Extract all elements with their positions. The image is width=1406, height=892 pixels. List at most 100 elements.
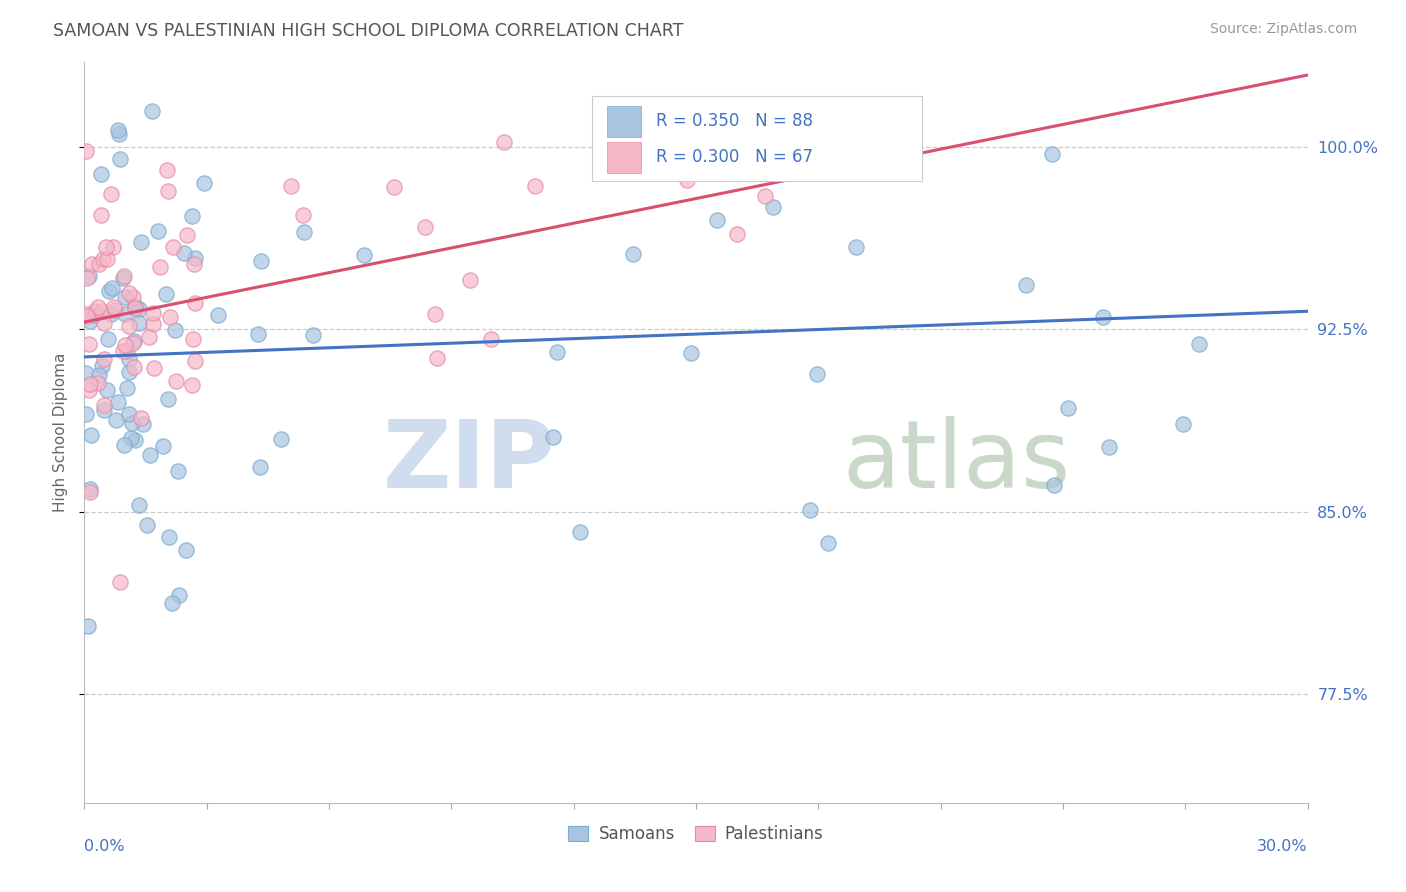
Point [174,543,197,558]
Point [676,172,699,186]
Point [247,326,270,341]
Point [77,619,100,633]
Point [155,287,177,301]
Point [79,482,101,496]
Point [679,346,702,360]
Point [90,207,112,221]
Point [132,417,155,431]
Point [115,344,138,359]
Point [806,367,828,381]
Point [117,365,139,379]
Point [93,403,115,417]
Point [76,271,98,285]
Point [112,269,135,284]
Point [1040,147,1063,161]
Point [129,235,152,249]
Point [79,384,101,398]
Point [1173,417,1195,431]
Text: SAMOAN VS PALESTINIAN HIGH SCHOOL DIPLOMA CORRELATION CHART: SAMOAN VS PALESTINIAN HIGH SCHOOL DIPLOM… [53,22,683,40]
Point [103,300,125,314]
Point [382,179,405,194]
Point [79,314,101,328]
Point [623,247,645,261]
Point [120,431,142,445]
Point [149,260,172,274]
Point [1092,310,1115,325]
Point [176,228,198,243]
Point [112,438,135,452]
Point [118,285,141,300]
Point [101,281,124,295]
Point [129,411,152,425]
Text: Source: ZipAtlas.com: Source: ZipAtlas.com [1209,22,1357,37]
Text: 30.0%: 30.0% [1257,839,1308,855]
Point [91,252,114,267]
Point [270,433,292,447]
Point [142,317,165,331]
Point [184,295,207,310]
Point [122,290,145,304]
Point [124,301,146,315]
Point [754,188,776,202]
Text: atlas: atlas [842,417,1071,508]
Point [124,299,146,313]
Point [75,407,97,421]
Point [541,430,564,444]
Point [101,240,124,254]
Point [167,588,190,602]
Point [75,307,97,321]
Point [157,530,180,544]
Point [114,307,136,321]
Point [817,536,839,550]
Point [1188,336,1211,351]
Point [138,330,160,344]
Point [156,392,179,406]
Point [112,270,135,285]
Point [107,127,129,141]
Point [148,224,170,238]
Point [353,248,375,262]
Point [423,307,446,321]
Point [799,503,821,517]
Text: ZIP: ZIP [382,417,555,508]
Point [292,208,315,222]
Point [479,332,502,346]
Point [118,318,141,333]
Point [87,368,110,382]
Point [152,439,174,453]
Point [193,176,215,190]
Point [79,485,101,500]
Point [546,345,568,359]
Point [1057,401,1080,415]
Point [180,378,202,392]
Point [87,376,110,391]
Point [117,352,139,367]
Point [121,416,143,430]
Point [787,138,810,153]
Legend: Samoans, Palestinians: Samoans, Palestinians [562,819,830,850]
Point [166,464,188,478]
Point [458,272,481,286]
Point [173,246,195,260]
Point [160,596,183,610]
Point [96,383,118,397]
Point [143,361,166,376]
Point [673,103,696,118]
Point [135,518,157,533]
Point [621,164,644,178]
Point [111,343,134,358]
Point [492,135,515,149]
Point [141,103,163,118]
Point [87,257,110,271]
Point [124,434,146,448]
Point [107,394,129,409]
Point [249,459,271,474]
Point [128,301,150,316]
Point [180,209,202,223]
Point [96,252,118,267]
Point [159,310,181,324]
Point [1097,440,1119,454]
Point [139,448,162,462]
Point [107,122,129,136]
Text: R = 0.300   N = 67: R = 0.300 N = 67 [655,148,813,166]
